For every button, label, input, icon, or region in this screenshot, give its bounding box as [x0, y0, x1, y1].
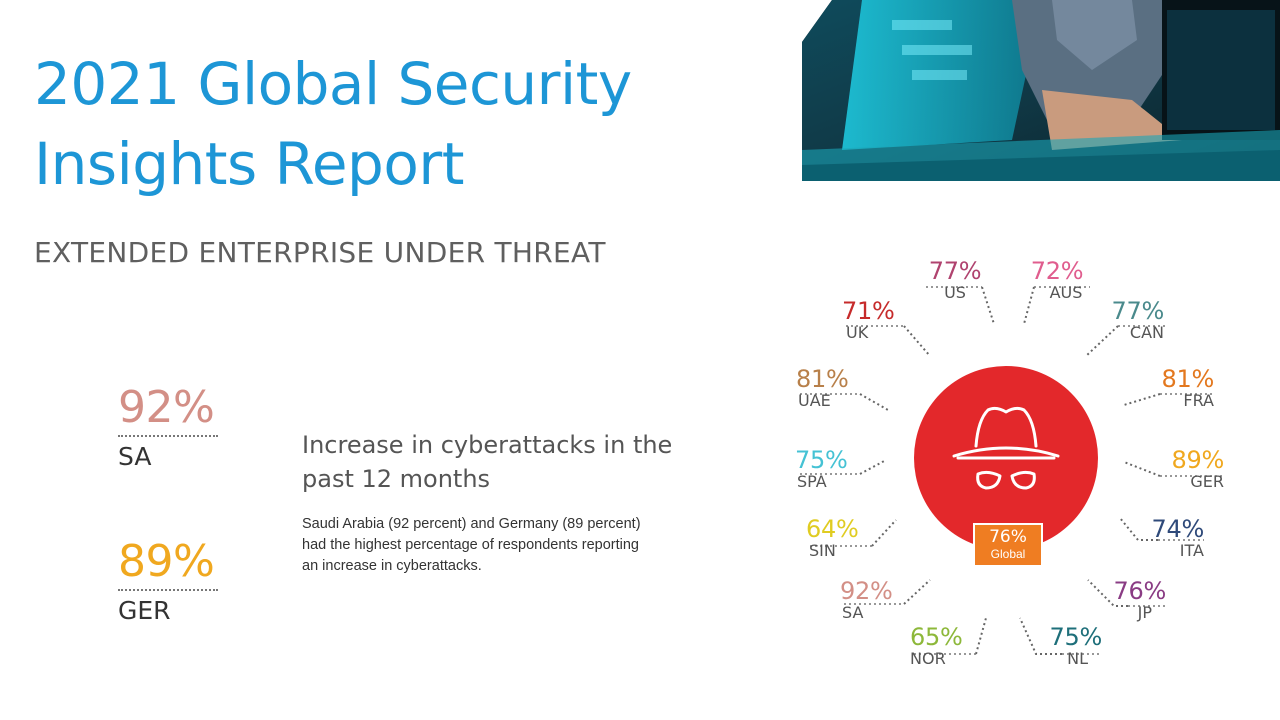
- connector-ger: [1123, 461, 1161, 477]
- country-can: 77% CAN: [1098, 297, 1165, 342]
- country-uae-value: 81%: [796, 365, 849, 393]
- country-fra-code: FRA: [1183, 391, 1214, 410]
- global-label: Global: [990, 547, 1026, 561]
- country-us-code: US: [944, 283, 966, 302]
- country-nor-code: NOR: [910, 649, 946, 668]
- connector-uk: [903, 325, 931, 357]
- country-ger: 89% GER: [1158, 446, 1225, 491]
- country-nor-value: 65%: [910, 623, 963, 651]
- connector-sa: [903, 579, 931, 605]
- country-us-value: 77%: [928, 257, 982, 285]
- connector-nl: [1019, 617, 1062, 655]
- hero-photo: [802, 0, 1280, 181]
- country-nor: 65% NOR: [910, 624, 976, 668]
- connector-us: [981, 286, 995, 325]
- highlight-sa: 92% SA: [118, 383, 228, 471]
- country-uae: 81% UAE: [796, 366, 862, 410]
- stat-description-line-1: Saudi Arabia (92 percent) and Germany (8…: [302, 516, 641, 532]
- country-uae-code: UAE: [798, 391, 831, 410]
- country-aus: 72% AUS: [1024, 258, 1090, 302]
- country-sa: 92% SA: [840, 578, 906, 622]
- country-ita-value: 74%: [1151, 515, 1205, 543]
- highlight-ger-value: 89%: [118, 536, 215, 587]
- country-us: 77% US: [922, 258, 988, 302]
- country-ger-value: 89%: [1171, 446, 1225, 474]
- country-uk-value: 71%: [842, 297, 895, 325]
- country-jp: 76% JP: [1100, 577, 1167, 622]
- connector-aus: [1023, 286, 1035, 325]
- country-jp-code: JP: [1137, 603, 1152, 622]
- country-uk: 71% UK: [842, 298, 908, 342]
- global-badge: 76% Global: [973, 523, 1043, 567]
- country-spa-code: SPA: [797, 472, 827, 491]
- country-jp-value: 76%: [1113, 577, 1167, 605]
- connector-uae: [859, 393, 889, 411]
- country-sa-value: 92%: [840, 577, 893, 605]
- hero-photo-illustration: [802, 0, 1280, 181]
- country-uk-code: UK: [846, 323, 869, 342]
- connector-fra: [1123, 393, 1161, 406]
- connector-can: [1085, 325, 1119, 357]
- country-spa-value: 75%: [795, 446, 848, 474]
- dotted-divider: [118, 435, 218, 437]
- country-spa: 75% SPA: [795, 447, 861, 491]
- country-can-code: CAN: [1129, 323, 1164, 342]
- country-can-value: 77%: [1111, 297, 1165, 325]
- stat-description-line-2: had the highest percentage of respondent…: [302, 537, 639, 553]
- country-ita: 74% ITA: [1138, 515, 1205, 560]
- report-title: 2021 Global Security Insights Report: [34, 44, 632, 204]
- hacker-icon: [952, 406, 1060, 490]
- country-nl: 75% NL: [1036, 623, 1103, 668]
- connector-ita: [1119, 517, 1158, 541]
- highlight-sa-value: 92%: [118, 382, 215, 433]
- highlight-sa-code: SA: [118, 442, 152, 471]
- stat-description: Saudi Arabia (92 percent) and Germany (8…: [302, 514, 722, 577]
- country-sin: 64% SIN: [806, 516, 872, 560]
- stat-headline: Increase in cyberattacks in the past 12 …: [302, 431, 673, 493]
- country-nl-code: NL: [1067, 649, 1088, 668]
- report-title-line-1: 2021 Global Security: [34, 50, 632, 118]
- country-sin-value: 64%: [806, 515, 859, 543]
- global-hub-circle: [914, 366, 1098, 550]
- highlight-ger-code: GER: [118, 596, 171, 625]
- country-aus-value: 72%: [1030, 257, 1084, 285]
- country-sa-code: SA: [842, 603, 864, 622]
- connector-nor: [975, 617, 987, 655]
- global-value: 76%: [989, 527, 1027, 547]
- highlight-ger: 89% GER: [118, 537, 228, 625]
- country-sin-code: SIN: [809, 541, 836, 560]
- report-title-line-2: Insights Report: [34, 130, 464, 198]
- country-ger-code: GER: [1190, 472, 1224, 491]
- country-ita-code: ITA: [1179, 541, 1204, 560]
- country-fra-value: 81%: [1161, 365, 1215, 393]
- country-nl-value: 75%: [1049, 623, 1103, 651]
- country-aus-code: AUS: [1049, 283, 1083, 302]
- country-fra: 81% FRA: [1148, 365, 1215, 410]
- connector-sin: [871, 519, 897, 547]
- connector-spa: [859, 459, 887, 475]
- stat-description-line-3: an increase in cyberattacks.: [302, 558, 482, 574]
- dotted-divider: [118, 589, 218, 591]
- section-subtitle: EXTENDED ENTERPRISE UNDER THREAT: [34, 236, 606, 269]
